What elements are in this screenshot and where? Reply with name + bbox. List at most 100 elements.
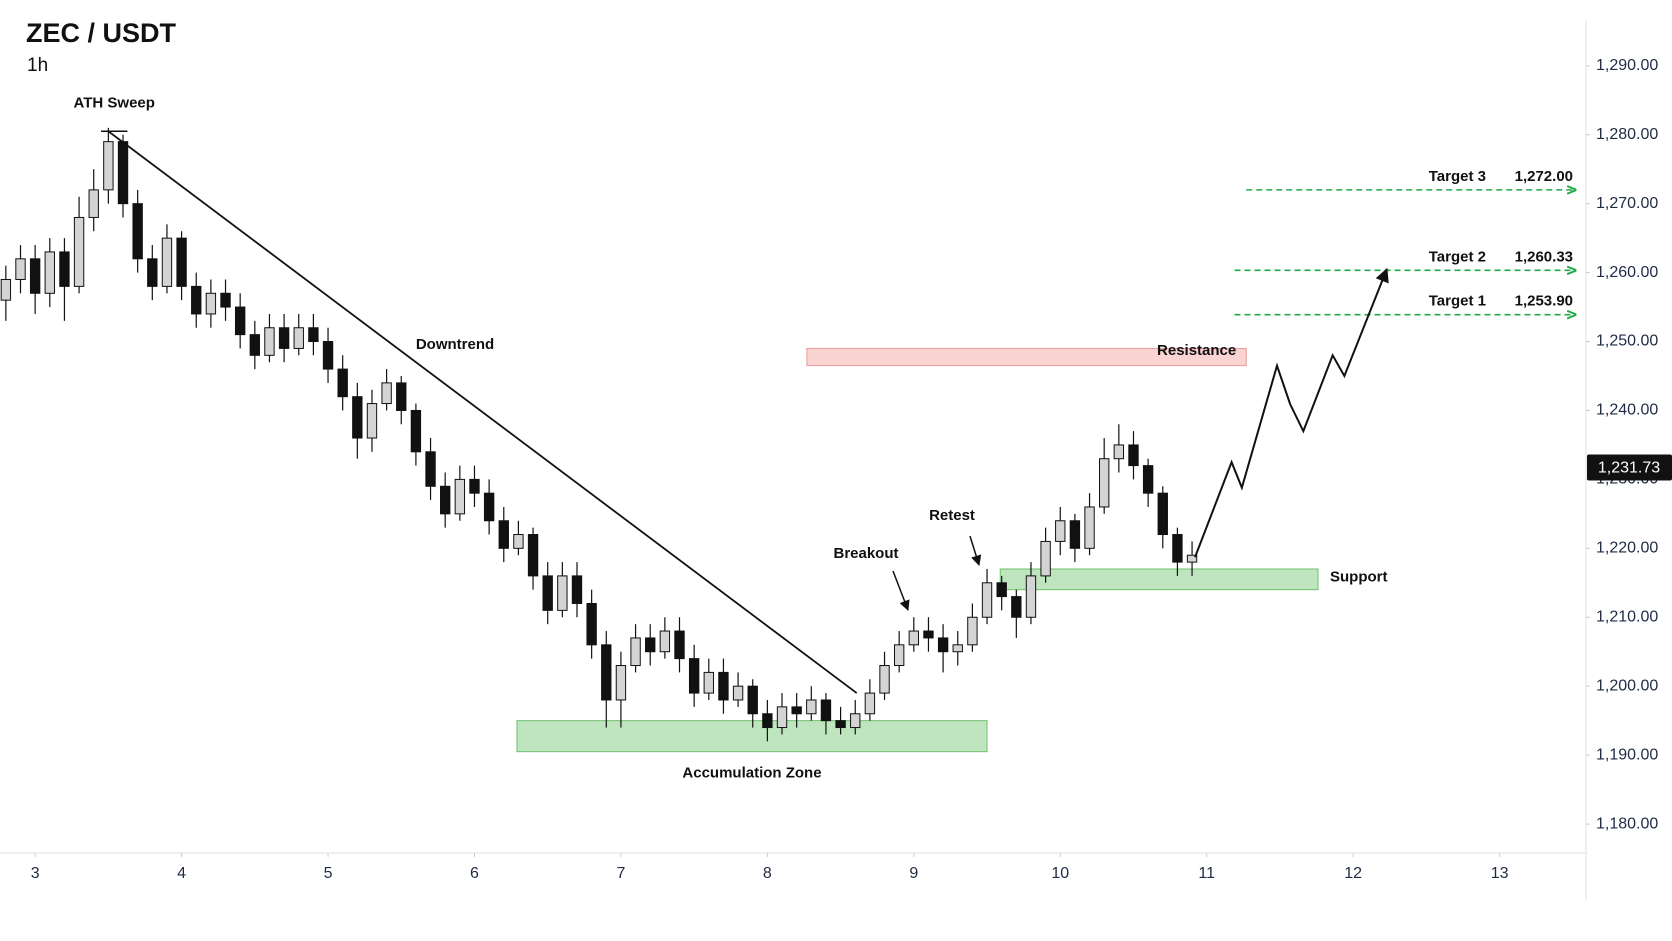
candle-body [73, 216, 85, 287]
candle-body [249, 334, 261, 356]
x-tick-label: 8 [763, 865, 772, 882]
candle-body [1099, 458, 1110, 508]
candle-body [952, 644, 963, 653]
candle-body [601, 644, 612, 701]
y-tick-label: 1,260.00 [1596, 264, 1658, 281]
target-value: 1,260.33 [1515, 248, 1573, 265]
y-tick-label: 1,240.00 [1596, 402, 1658, 419]
candle-body [0, 278, 12, 301]
annotation-arrow [969, 535, 982, 567]
candle-body [498, 520, 509, 549]
candle-body [1172, 534, 1183, 563]
candle-body [1069, 520, 1081, 549]
candle-body [308, 327, 319, 343]
projection-path [1194, 267, 1389, 558]
y-tick-label: 1,190.00 [1596, 746, 1658, 763]
y-tick-label: 1,210.00 [1596, 608, 1658, 625]
chart-subtitle: 1h [27, 55, 48, 76]
candle-body [293, 327, 304, 349]
candle-body [264, 327, 275, 356]
candle-body [659, 630, 671, 653]
candle-body [1142, 465, 1154, 494]
candle-body [791, 706, 802, 715]
candle-body [981, 582, 993, 618]
candle-body [850, 713, 861, 729]
candle-body [937, 637, 949, 653]
candle-body [366, 403, 378, 439]
y-tick-label: 1,290.00 [1596, 57, 1658, 74]
x-tick-label: 6 [470, 865, 479, 882]
candle-body [161, 237, 173, 287]
candle-body [688, 658, 700, 694]
last-price-label: 1,231.73 [1598, 460, 1660, 477]
candle-body [29, 258, 41, 294]
y-tick-label: 1,220.00 [1596, 540, 1658, 557]
candle-body [103, 141, 114, 191]
candle-body [322, 341, 334, 370]
trendline-label: Downtrend [416, 336, 494, 353]
candle-body [820, 699, 832, 722]
candle-body [718, 671, 729, 701]
target-label: Target 1 [1429, 293, 1486, 310]
candle-body [703, 671, 714, 694]
candle-body [513, 534, 524, 549]
x-tick-label: 13 [1491, 865, 1509, 882]
candle-body [132, 203, 143, 260]
candle-body [1128, 444, 1139, 467]
candle-body [381, 382, 392, 405]
candle-body [205, 292, 217, 315]
y-tick-label: 1,250.00 [1596, 333, 1658, 350]
candle-body [527, 534, 539, 577]
x-tick-label: 5 [324, 865, 333, 882]
candle-body [1011, 596, 1022, 618]
candle-body [1186, 554, 1198, 563]
candle-body [220, 292, 231, 308]
candle-body [1157, 492, 1168, 536]
candle-body [893, 644, 905, 667]
last-price-tag [1587, 454, 1672, 481]
candle-body [571, 575, 583, 604]
candle-body [732, 685, 744, 701]
candle-body [410, 409, 422, 453]
candle-body [923, 630, 934, 639]
candle-body [59, 251, 70, 287]
x-tick-label: 10 [1051, 865, 1069, 882]
zone-label: Support [1330, 568, 1388, 585]
candle-body [88, 189, 99, 218]
candle-body [15, 258, 26, 280]
candle-body [1025, 575, 1037, 618]
candle-body [440, 485, 451, 515]
candle-body [557, 575, 568, 611]
zone [516, 720, 988, 753]
candle-body [425, 451, 436, 487]
candle-body [542, 575, 553, 611]
zones-layer: Accumulation Zone Support Resistance [516, 342, 1388, 782]
annotation-arrow [892, 570, 910, 611]
target-label: Target 2 [1429, 248, 1486, 265]
candle-body [762, 713, 773, 729]
ath-sweep-label: ATH Sweep [74, 94, 155, 111]
x-tick-label: 3 [31, 865, 40, 882]
zone [806, 347, 1247, 367]
candle-body [996, 582, 1007, 598]
candles-layer [0, 127, 1198, 742]
candle-body [1055, 520, 1066, 542]
candle-body [835, 720, 846, 729]
x-tick-label: 7 [616, 865, 625, 882]
candle-body [747, 685, 758, 715]
candle-body [1040, 540, 1051, 577]
candle-body [1084, 506, 1095, 549]
y-tick-label: 1,200.00 [1596, 677, 1658, 694]
candle-body [586, 602, 597, 646]
zone-label: Resistance [1157, 342, 1236, 359]
candle-body [147, 258, 158, 287]
target-value: 1,253.90 [1515, 293, 1573, 310]
candle-body [337, 368, 348, 398]
annotation-label: Retest [929, 507, 975, 524]
chart-title: ZEC / USDT [26, 18, 177, 48]
x-tick-label: 4 [177, 865, 186, 882]
x-tick-label: 9 [909, 865, 918, 882]
candle-body [278, 327, 290, 349]
candle-body [117, 141, 129, 205]
